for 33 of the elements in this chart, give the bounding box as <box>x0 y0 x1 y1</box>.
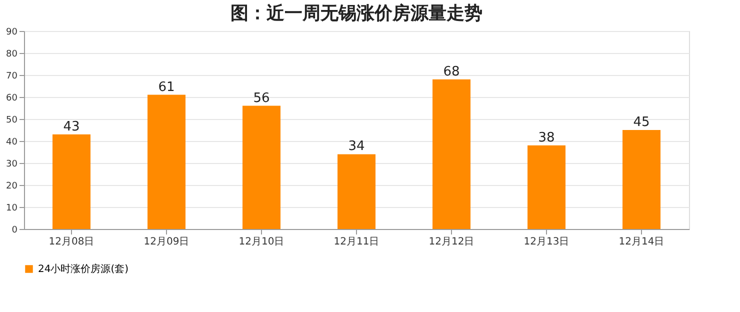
bar <box>338 154 376 229</box>
x-tick-label: 12月14日 <box>618 236 664 248</box>
y-tick-label: 70 <box>6 72 18 82</box>
x-tick-label: 12月09日 <box>144 236 190 248</box>
y-tick-label: 90 <box>6 28 18 38</box>
bar <box>148 94 186 229</box>
bar <box>242 106 280 229</box>
data-label: 45 <box>633 115 650 130</box>
y-tick-label: 20 <box>6 182 18 192</box>
x-tick-label: 12月11日 <box>334 236 380 248</box>
bar <box>432 79 470 229</box>
bar <box>528 145 566 229</box>
bar <box>52 134 90 229</box>
y-tick-label: 60 <box>6 94 18 104</box>
y-tick-label: 0 <box>12 226 18 236</box>
y-tick-label: 40 <box>6 138 18 148</box>
x-tick-label: 12月08日 <box>48 236 94 248</box>
x-tick-label: 12月10日 <box>238 236 284 248</box>
data-label: 61 <box>158 80 175 95</box>
data-label: 34 <box>348 139 365 154</box>
x-tick-label: 12月12日 <box>428 236 474 248</box>
y-tick-label: 30 <box>6 160 18 170</box>
y-tick-label: 80 <box>6 50 18 60</box>
data-label: 56 <box>253 90 270 106</box>
chart-title: 图：近一周无锡涨价房源量走势 <box>230 3 482 24</box>
data-label: 38 <box>538 130 555 146</box>
y-tick-label: 50 <box>6 116 18 126</box>
y-tick-label: 10 <box>6 204 18 214</box>
data-label: 43 <box>63 119 80 134</box>
data-label: 68 <box>443 64 460 80</box>
legend-label: 24小时涨价房源(套) <box>38 263 129 275</box>
bar <box>622 130 660 229</box>
x-tick-label: 12月13日 <box>524 236 570 248</box>
